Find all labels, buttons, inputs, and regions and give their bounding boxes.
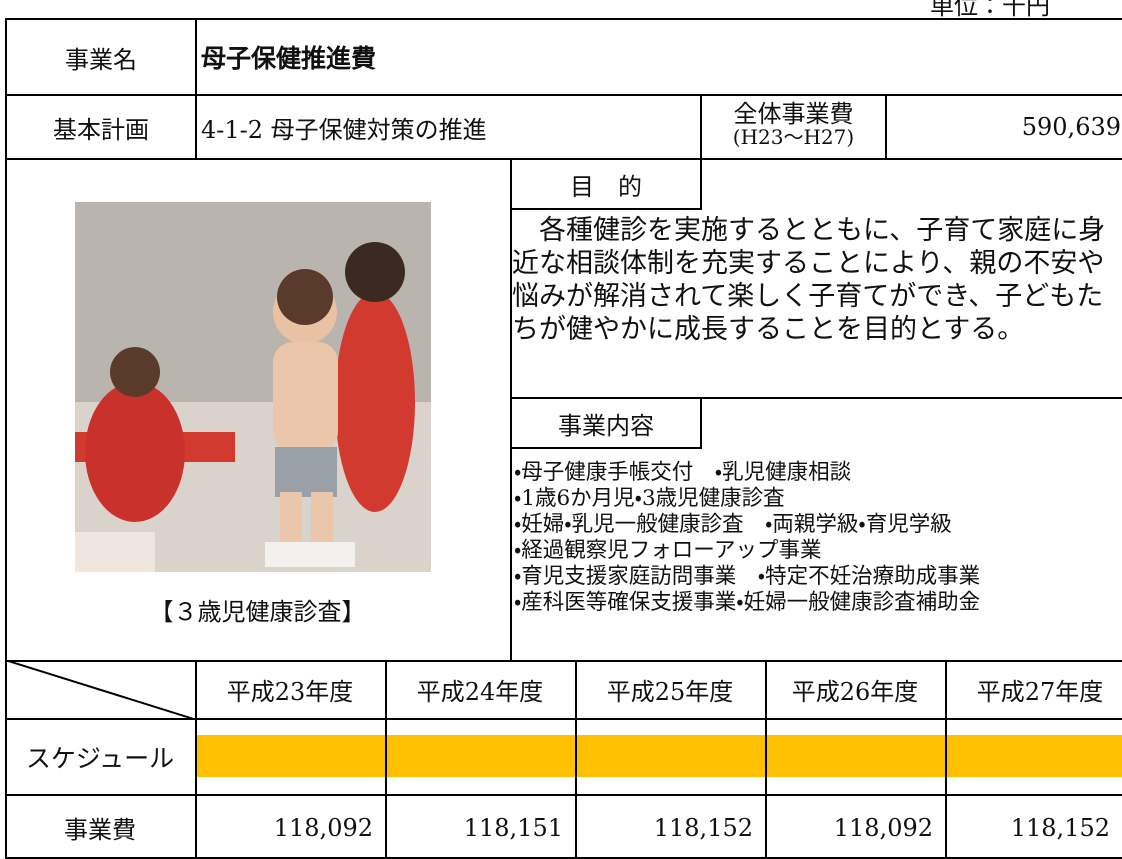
project-name: 母子保健推進費 bbox=[195, 18, 1122, 96]
total-cost-value: 590,639 bbox=[885, 94, 1122, 160]
schedule-label: スケジュール bbox=[25, 744, 175, 773]
rule bbox=[510, 397, 1122, 399]
cost-value: 118,092 bbox=[833, 813, 933, 842]
content-item: ・母子健康手帳交付 ・乳児健康相談 bbox=[514, 460, 852, 485]
total-cost-label: 全体事業費 (H23～H27) bbox=[700, 94, 887, 160]
cost-value: 118,092 bbox=[273, 813, 373, 842]
total-period: (H23～H27) bbox=[732, 125, 855, 150]
rule bbox=[5, 794, 1122, 796]
cost-value: 118,151 bbox=[463, 813, 563, 842]
total-label: 全体事業費 bbox=[733, 100, 854, 128]
year-header: 平成23年度 bbox=[226, 677, 354, 706]
cost-value: 118,152 bbox=[1010, 813, 1110, 842]
content-item: ・1歳6か月児・3歳児健康診査 bbox=[514, 486, 785, 511]
rule bbox=[5, 718, 1122, 720]
year-header: 平成26年度 bbox=[791, 677, 919, 706]
diagonal bbox=[5, 660, 197, 720]
content-item: ・妊婦・乳児一般健康診査 ・両親学級・育児学級 bbox=[514, 512, 952, 537]
project-label: 事業名 bbox=[5, 18, 197, 96]
purpose-label: 目 的 bbox=[510, 158, 702, 210]
schedule-bar bbox=[195, 735, 1122, 777]
content-label: 事業内容 bbox=[510, 397, 702, 449]
photo-caption: 【３歳児健康診査】 bbox=[149, 598, 366, 626]
cost-value: 118,152 bbox=[653, 813, 753, 842]
column-rule bbox=[945, 660, 947, 859]
content-item: ・育児支援家庭訪問事業 ・特定不妊治療助成事業 bbox=[514, 564, 981, 589]
content-list: ・母子健康手帳交付 ・乳児健康相談 ・1歳6か月児・3歳児健康診査 ・妊婦・乳児一般… bbox=[514, 460, 1122, 616]
plan-label: 基本計画 bbox=[5, 94, 197, 160]
column-rule bbox=[765, 660, 767, 859]
photo bbox=[75, 202, 431, 572]
year-header: 平成24年度 bbox=[416, 677, 544, 706]
content-item: ・産科医等確保支援事業・妊婦一般健康診査補助金 bbox=[514, 590, 981, 615]
unit: 単位：千円 bbox=[930, 0, 1050, 20]
purpose-text: 各種健診を実施するとともに、子育て家庭に身近な相談体制を充実することにより、親の… bbox=[512, 215, 1106, 345]
plan-value: 4-1-2 母子保健対策の推進 bbox=[195, 94, 702, 160]
cost-label: 事業費 bbox=[64, 816, 136, 844]
column-rule bbox=[575, 660, 577, 859]
column-rule bbox=[195, 660, 197, 859]
year-header: 平成25年度 bbox=[606, 677, 734, 706]
schedule-table bbox=[5, 660, 1122, 859]
column-rule bbox=[385, 660, 387, 859]
year-header: 平成27年度 bbox=[976, 677, 1104, 706]
content-item: ・経過観察児フォローアップ事業 bbox=[514, 538, 822, 563]
